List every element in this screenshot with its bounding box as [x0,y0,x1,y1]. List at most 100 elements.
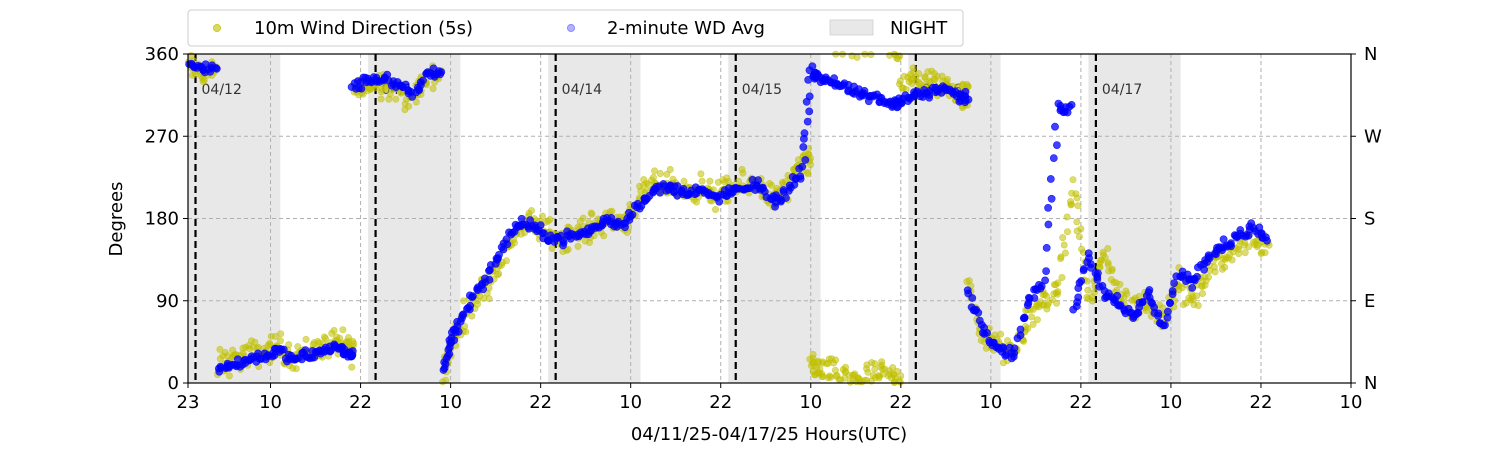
data-point [961,87,970,96]
data-point [841,363,849,371]
data-point [1194,301,1202,309]
data-point [878,358,886,366]
y-tick-label-right: W [1364,126,1382,147]
data-point [1064,228,1072,236]
data-point [698,177,706,185]
data-point [405,102,413,110]
data-point [466,301,475,310]
y-tick-label-left: 360 [145,44,179,65]
data-point [983,328,991,337]
y-tick-label-right: S [1364,209,1375,230]
data-point [588,210,596,218]
data-point [1219,235,1228,244]
x-tick-label: 22 [889,392,912,413]
x-tick-label: 10 [979,392,1002,413]
data-point [1028,313,1036,321]
y-tick-label-left: 0 [168,373,179,394]
data-point [1074,293,1083,302]
data-point [754,176,762,184]
data-point [697,170,705,178]
data-point [349,337,357,345]
data-point [579,214,587,222]
x-tick-label: 10 [439,392,462,413]
data-point [997,330,1005,338]
data-point [1053,299,1061,307]
data-point [302,335,310,343]
data-point [1010,344,1019,353]
x-tick-label: 10 [619,392,642,413]
data-point [1046,175,1055,183]
data-point [1060,241,1068,249]
data-point [1069,176,1077,184]
data-point [459,310,468,319]
data-point [1104,259,1112,267]
data-point [419,76,427,85]
y-tick-label-left: 180 [145,209,179,230]
data-point [301,346,310,354]
data-point [216,345,224,353]
data-point [805,107,814,116]
data-point [650,167,658,175]
data-point [871,360,879,368]
data-point [1108,265,1116,273]
data-point [1024,324,1032,332]
data-point [1029,320,1037,328]
y-tick-label-right: N [1364,373,1377,394]
data-point [1020,337,1028,345]
data-point [974,308,983,317]
data-point [656,170,664,178]
data-point [853,53,861,61]
data-point [1030,294,1039,302]
data-point [1205,273,1213,281]
data-point [1261,249,1269,257]
x-tick-label: 10 [1159,392,1182,413]
data-point [392,95,400,103]
x-tick-label: 22 [1069,392,1092,413]
data-point [739,169,747,177]
y-tick-label-left: 270 [145,126,179,147]
data-point [321,334,329,342]
data-point [1020,313,1029,322]
data-point [796,172,805,181]
data-point [1262,233,1270,242]
data-point [251,338,259,346]
data-point [564,245,572,253]
data-series [185,50,1273,386]
data-point [897,372,905,380]
data-point [1059,234,1067,242]
data-point [607,213,616,222]
data-point [1049,154,1058,162]
y-axis-label: Degrees [106,182,127,257]
data-point [1168,290,1177,298]
data-point [502,257,510,265]
data-point [1051,122,1059,131]
data-point [292,365,300,373]
data-point [1037,282,1046,290]
data-point [1116,280,1124,288]
data-point [666,166,674,174]
x-tick-label: 10 [259,392,282,413]
data-point [1044,220,1053,229]
data-point [1067,198,1075,206]
data-point [1063,213,1071,221]
data-point [889,364,897,372]
data-point [1075,233,1083,241]
data-point [429,85,437,93]
data-point [801,156,810,164]
data-point [628,210,637,219]
data-point [510,239,518,247]
data-point [1087,263,1095,272]
day-marker-label: 04/15 [742,82,782,98]
data-point [468,312,476,320]
data-point [1067,101,1076,109]
data-point [782,194,790,202]
x-tick-label: 22 [1250,392,1273,413]
data-point [266,339,274,347]
data-point [1041,276,1049,285]
data-point [559,236,567,245]
data-point [798,162,806,171]
data-point [1210,263,1218,271]
data-point [1113,291,1122,300]
data-point [462,328,470,336]
data-point [1091,288,1099,296]
